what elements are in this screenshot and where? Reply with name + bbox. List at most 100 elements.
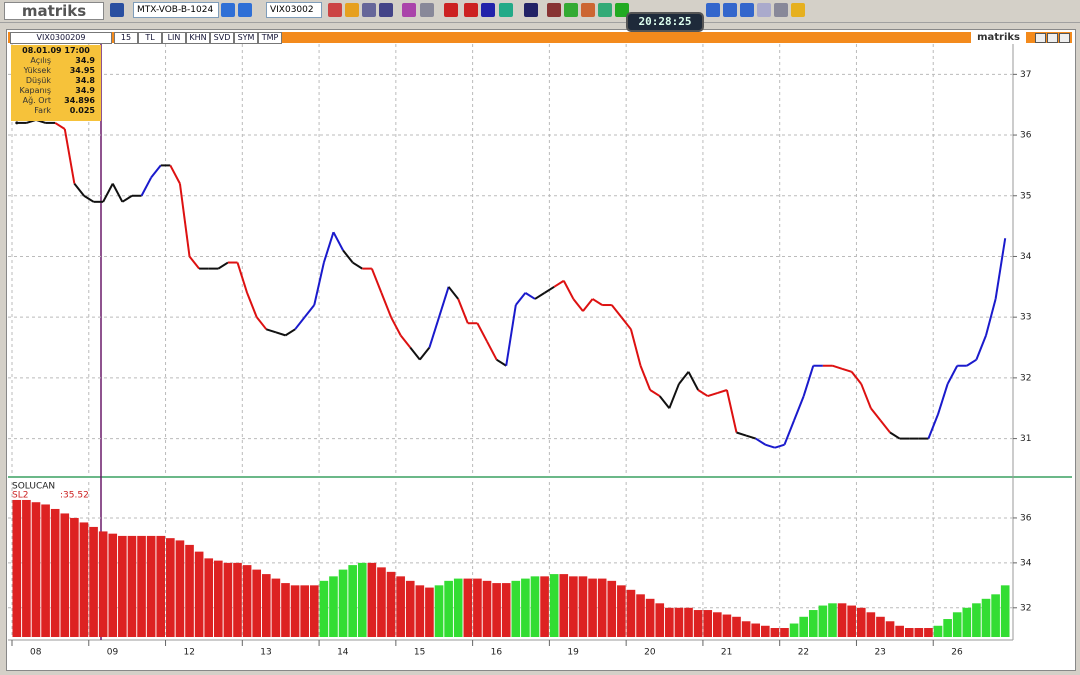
indicator-bar	[309, 585, 319, 637]
info-row: Ağ. Ort 34.896	[11, 96, 101, 106]
indicator-bar	[300, 585, 310, 637]
tool-button[interactable]	[420, 3, 434, 17]
tool-button[interactable]	[524, 3, 538, 17]
indicator-bar	[991, 594, 1000, 637]
y-tick-label: 32	[1020, 603, 1031, 613]
layout-button[interactable]	[221, 3, 235, 17]
indicator-bar	[521, 578, 530, 637]
tool-button[interactable]	[345, 3, 359, 17]
x-tick-label: 23	[874, 648, 885, 658]
tool-button[interactable]	[564, 3, 578, 17]
symbol-tab[interactable]: VIX0300209	[10, 32, 112, 44]
x-tick-label: 09	[107, 648, 119, 658]
indicator-bar	[70, 517, 79, 637]
x-tick-label: 20	[644, 648, 656, 658]
close-button[interactable]	[1059, 33, 1070, 43]
indicator-bar	[530, 576, 540, 637]
price-segment	[322, 231, 335, 263]
price-segment	[438, 286, 450, 318]
view-tab[interactable]: TL	[138, 32, 162, 44]
indicator-bar	[12, 499, 22, 637]
tool-button[interactable]	[444, 3, 458, 17]
tool-button[interactable]	[723, 3, 737, 17]
price-segment	[764, 443, 776, 449]
indicator-bar	[914, 628, 924, 637]
price-segment	[370, 268, 383, 294]
view-tab[interactable]: KHN	[186, 32, 210, 44]
tool-button[interactable]	[581, 3, 595, 17]
indicator-bar	[242, 565, 252, 637]
indicator-bar	[166, 538, 175, 637]
tool-button[interactable]	[481, 3, 495, 17]
tool-button[interactable]	[547, 3, 561, 17]
info-row: Kapanış 34.9	[11, 86, 101, 96]
window-button[interactable]	[238, 3, 252, 17]
price-segment	[332, 231, 344, 251]
price-segment	[725, 389, 738, 433]
price-segment	[486, 340, 498, 361]
x-tick-label: 08	[30, 648, 42, 658]
info-label: Kapanış	[19, 86, 51, 95]
indicator-bar	[482, 580, 492, 637]
restore-button[interactable]	[1047, 33, 1058, 43]
price-segment	[668, 383, 680, 409]
price-segment	[217, 261, 229, 270]
tool-button[interactable]	[402, 3, 416, 17]
indicator-bar	[396, 576, 405, 637]
indicator-bar	[281, 583, 290, 637]
indicator-bar	[799, 616, 809, 637]
price-segment	[294, 316, 306, 330]
indicator-bar	[818, 605, 828, 637]
indicator-bar	[41, 504, 50, 637]
tool-button[interactable]	[757, 3, 771, 17]
price-segment	[774, 443, 785, 449]
logo[interactable]: matriks	[4, 2, 104, 20]
indicator-bar	[1000, 585, 1010, 637]
price-segment	[457, 298, 469, 324]
info-label: Düşük	[25, 76, 51, 85]
indicator-bar	[876, 616, 885, 637]
info-label: Ağ. Ort	[22, 96, 51, 105]
tool-button[interactable]	[598, 3, 612, 17]
tool-button[interactable]	[379, 3, 393, 17]
symbol-select[interactable]: MTX-VOB-B-1024	[133, 2, 219, 18]
price-segment	[562, 280, 575, 300]
code-select[interactable]: VIX03002	[266, 2, 322, 18]
alarm-button[interactable]	[791, 3, 805, 17]
indicator-bar	[693, 610, 703, 637]
price-segment	[783, 419, 796, 446]
price-segment	[850, 371, 863, 385]
price-segment	[265, 328, 277, 334]
price-segment	[678, 371, 690, 385]
minimize-button[interactable]	[1035, 33, 1046, 43]
tool-button[interactable]	[328, 3, 342, 17]
tool-button[interactable]	[774, 3, 788, 17]
indicator-bar	[770, 628, 780, 637]
x-tick-label: 12	[184, 648, 195, 658]
tool-button[interactable]	[362, 3, 376, 17]
price-segment	[409, 346, 421, 361]
tool-button[interactable]	[499, 3, 513, 17]
price-segment	[275, 331, 286, 337]
price-segment	[937, 383, 949, 415]
view-tab[interactable]: SYM	[234, 32, 258, 44]
indicator-bar	[453, 578, 463, 637]
indicator-bar	[501, 583, 511, 637]
view-tab[interactable]: SVD	[210, 32, 234, 44]
price-segment	[870, 407, 882, 421]
tool-button[interactable]	[615, 3, 629, 17]
indicator-bar	[60, 513, 70, 637]
tool-button[interactable]	[740, 3, 754, 17]
y-tick-label: 36	[1020, 513, 1032, 523]
tool-button[interactable]	[706, 3, 720, 17]
view-tab[interactable]: TMP	[258, 32, 282, 44]
price-segment	[352, 261, 363, 270]
save-button[interactable]	[110, 3, 124, 17]
indicator-bar	[626, 589, 636, 637]
tool-button[interactable]	[464, 3, 478, 17]
view-tab[interactable]: 15	[114, 32, 138, 44]
price-segment	[428, 316, 440, 348]
price-segment	[505, 304, 517, 366]
view-tab[interactable]: LIN	[162, 32, 186, 44]
indicator-bar	[943, 619, 952, 637]
